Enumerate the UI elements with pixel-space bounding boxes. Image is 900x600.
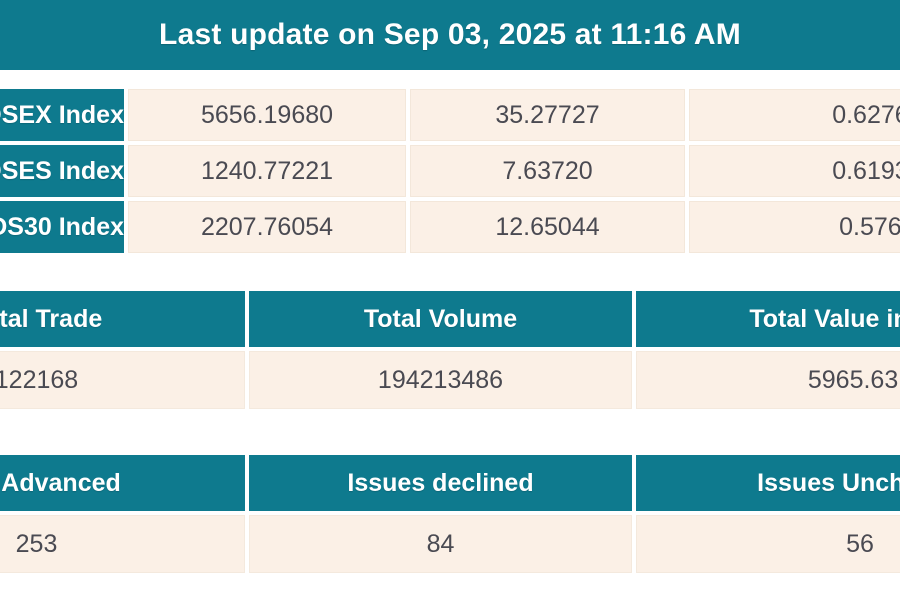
index-table: DSEX Index 5656.19680 35.27727 0.62761% … <box>0 85 900 257</box>
value-total-value: 5965.631 <box>636 351 900 409</box>
column-header-issues-unchanged: Issues Unchange <box>636 455 900 511</box>
last-update-text: Last update on Sep 03, 2025 at 11:16 AM <box>159 18 741 51</box>
table-header-row: Total Trade Total Volume Total Value in … <box>0 291 900 347</box>
issues-summary-table: ues Advanced Issues declined Issues Unch… <box>0 451 900 577</box>
value-issues-unchanged: 56 <box>636 515 900 573</box>
trade-summary-table: Total Trade Total Volume Total Value in … <box>0 287 900 413</box>
index-change: 7.63720 <box>410 145 685 197</box>
table-row[interactable]: DSEX Index 5656.19680 35.27727 0.62761% <box>0 89 900 141</box>
value-issues-advanced: 253 <box>0 515 245 573</box>
column-header-issues-advanced: ues Advanced <box>0 455 245 511</box>
index-value: 5656.19680 <box>128 89 406 141</box>
index-change: 12.65044 <box>410 201 685 253</box>
index-percent: 0.62761% <box>689 89 900 141</box>
index-percent: 0.61933% <box>689 145 900 197</box>
column-header-total-trade: Total Trade <box>0 291 245 347</box>
column-header-issues-declined: Issues declined <box>249 455 632 511</box>
column-header-total-value: Total Value in Taka <box>636 291 900 347</box>
spacer-before-next-section <box>0 577 900 600</box>
spacer-before-issues-summary <box>0 413 900 451</box>
table-row[interactable]: 122168 194213486 5965.631 <box>0 351 900 409</box>
index-value: 1240.77221 <box>128 145 406 197</box>
table-header-row: ues Advanced Issues declined Issues Unch… <box>0 455 900 511</box>
table-row[interactable]: 253 84 56 <box>0 515 900 573</box>
index-name: DSEX Index <box>0 89 124 141</box>
index-percent: 0.5763% <box>689 201 900 253</box>
column-header-total-volume: Total Volume <box>249 291 632 347</box>
index-value: 2207.76054 <box>128 201 406 253</box>
table-row[interactable]: DSES Index 1240.77221 7.63720 0.61933% <box>0 145 900 197</box>
table-row[interactable]: DS30 Index 2207.76054 12.65044 0.5763% <box>0 201 900 253</box>
index-name: DS30 Index <box>0 201 124 253</box>
value-total-trade: 122168 <box>0 351 245 409</box>
index-change: 35.27727 <box>410 89 685 141</box>
index-name: DSES Index <box>0 145 124 197</box>
value-total-volume: 194213486 <box>249 351 632 409</box>
spacer-after-banner <box>0 70 900 85</box>
spacer-before-trade-summary <box>0 257 900 287</box>
value-issues-declined: 84 <box>249 515 632 573</box>
last-update-banner: Last update on Sep 03, 2025 at 11:16 AM <box>0 0 900 70</box>
